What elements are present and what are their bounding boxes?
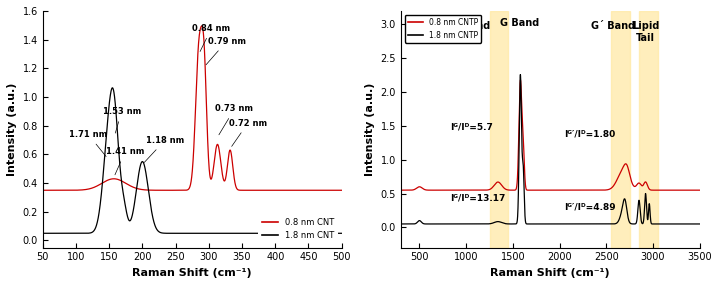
Bar bbox=[490, 11, 508, 248]
Text: 0.73 nm: 0.73 nm bbox=[216, 104, 254, 135]
Text: 1.53 nm: 1.53 nm bbox=[103, 107, 141, 133]
Bar bbox=[611, 11, 630, 248]
Text: Lipid
Tail: Lipid Tail bbox=[632, 21, 659, 43]
Text: 1.18 nm: 1.18 nm bbox=[145, 136, 184, 162]
Y-axis label: Intensity (a.u.): Intensity (a.u.) bbox=[7, 83, 17, 176]
Text: Iᴳ′/Iᴰ=4.89: Iᴳ′/Iᴰ=4.89 bbox=[564, 203, 616, 211]
Text: D Band: D Band bbox=[452, 21, 490, 31]
Text: G´ Band: G´ Band bbox=[591, 21, 635, 31]
X-axis label: Raman Shift (cm⁻¹): Raman Shift (cm⁻¹) bbox=[132, 268, 252, 278]
Legend: 0.8 nm CNT, 1.8 nm CNT: 0.8 nm CNT, 1.8 nm CNT bbox=[258, 215, 337, 243]
Y-axis label: Intensity (a.u.): Intensity (a.u.) bbox=[365, 83, 375, 176]
Legend: 0.8 nm CNTP, 1.8 nm CNTP: 0.8 nm CNTP, 1.8 nm CNTP bbox=[405, 15, 481, 43]
X-axis label: Raman Shift (cm⁻¹): Raman Shift (cm⁻¹) bbox=[490, 268, 610, 278]
Text: Iᴳ/Iᴰ=5.7: Iᴳ/Iᴰ=5.7 bbox=[450, 123, 493, 132]
Text: 1.71 nm: 1.71 nm bbox=[69, 130, 108, 156]
Text: 0.84 nm: 0.84 nm bbox=[192, 24, 230, 52]
Text: 0.79 nm: 0.79 nm bbox=[206, 37, 245, 65]
Text: Iᴳ/Iᴰ=13.17: Iᴳ/Iᴰ=13.17 bbox=[450, 193, 505, 202]
Bar bbox=[639, 11, 658, 248]
Text: Iᴳ′/Iᴰ=1.80: Iᴳ′/Iᴰ=1.80 bbox=[564, 129, 615, 139]
Text: 0.72 nm: 0.72 nm bbox=[229, 119, 267, 146]
Text: 1.41 nm: 1.41 nm bbox=[106, 147, 145, 175]
Text: G Band: G Band bbox=[500, 18, 539, 28]
